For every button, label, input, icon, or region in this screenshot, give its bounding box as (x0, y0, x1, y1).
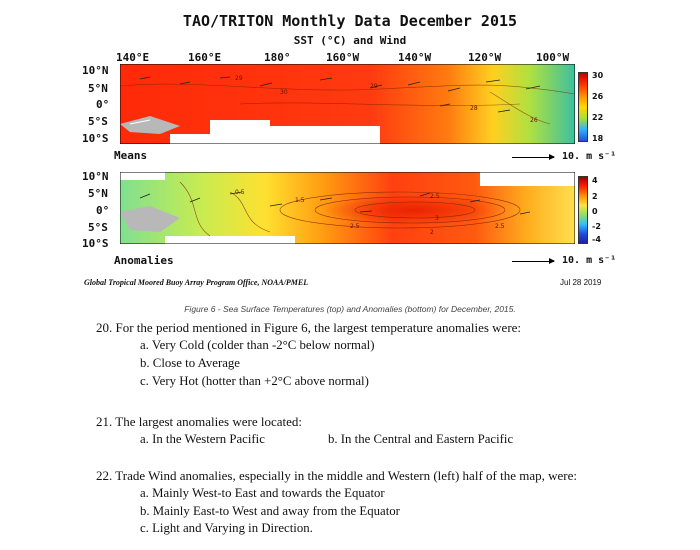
lat-label: 0° (96, 204, 110, 217)
figure-date: Jul 28 2019 (560, 278, 602, 287)
lon-label: 160°E (188, 51, 222, 64)
lon-label: 160°W (326, 51, 360, 64)
lon-label: 140°E (116, 51, 150, 64)
colorbar-tick: 18 (592, 134, 604, 143)
option-21b: b. In the Central and Eastern Pacific (328, 432, 514, 446)
sst-means-map: 29 30 29 28 26 (120, 64, 575, 144)
colorbar-tick: 22 (592, 113, 604, 122)
colorbar-tick: 30 (592, 71, 604, 80)
svg-text:0.5: 0.5 (235, 189, 245, 196)
svg-text:29: 29 (235, 75, 243, 82)
svg-text:3: 3 (435, 215, 439, 222)
colorbar-tick: 26 (592, 92, 604, 101)
colorbar-tick: 2 (592, 192, 598, 201)
question-20: 20. For the period mentioned in Figure 6… (96, 320, 522, 335)
lon-label: 120°W (468, 51, 502, 64)
lon-label: 100°W (536, 51, 570, 64)
means-label: Means (114, 149, 148, 162)
lat-label: 5°S (88, 115, 108, 128)
colorbar-tick: 4 (592, 176, 598, 185)
program-credit: Global Tropical Moored Buoy Array Progra… (84, 278, 309, 287)
option-21a: a. In the Western Pacific (140, 432, 265, 446)
option-22b: b. Mainly East-to West and away from the… (140, 504, 400, 518)
sst-colorbar (578, 72, 588, 142)
option-20b: b. Close to Average (140, 356, 240, 370)
lon-label: 180° (264, 51, 291, 64)
figure-subtitle: SST (°C) and Wind (293, 34, 407, 47)
lat-label: 10°N (82, 170, 109, 183)
svg-text:2.5: 2.5 (430, 193, 440, 200)
anomalies-label: Anomalies (114, 254, 174, 267)
option-22c: c. Light and Varying in Direction. (140, 521, 313, 535)
svg-text:28: 28 (470, 105, 478, 112)
option-20a: a. Very Cold (colder than -2°C below nor… (140, 338, 375, 352)
wind-scale-label: 10. m s⁻¹ (562, 255, 617, 266)
anomaly-colorbar (578, 176, 588, 244)
question-22: 22. Trade Wind anomalies, especially in … (96, 468, 577, 483)
lat-label: 10°N (82, 64, 109, 77)
colorbar-tick: -2 (592, 222, 601, 231)
question-21: 21. The largest anomalies were located: (96, 414, 303, 429)
svg-text:1.5: 1.5 (295, 197, 305, 204)
svg-text:2.5: 2.5 (350, 223, 360, 230)
sst-anomaly-map: 0.5 1.5 2.5 2.5 3 2 2.5 (120, 172, 575, 244)
lat-label: 10°S (82, 132, 109, 145)
lat-label: 10°S (82, 237, 109, 250)
figure-title: TAO/TRITON Monthly Data December 2015 (182, 12, 518, 30)
svg-text:2: 2 (430, 229, 434, 236)
svg-text:30: 30 (280, 89, 288, 96)
lat-label: 5°N (88, 82, 108, 95)
lat-label: 5°S (88, 221, 108, 234)
figure-caption: Figure 6 - Sea Surface Temperatures (top… (184, 304, 516, 314)
svg-text:29: 29 (370, 83, 378, 90)
svg-text:26: 26 (530, 117, 538, 124)
lat-label: 5°N (88, 187, 108, 200)
colorbar-tick: -4 (592, 235, 601, 244)
lat-label: 0° (96, 98, 110, 111)
wind-scale-arrow (512, 258, 555, 264)
option-22a: a. Mainly West-to East and towards the E… (140, 486, 385, 500)
colorbar-tick: 0 (592, 207, 598, 216)
wind-scale-label: 10. m s⁻¹ (562, 151, 617, 162)
lon-label: 140°W (398, 51, 432, 64)
svg-text:2.5: 2.5 (495, 223, 505, 230)
option-20c: c. Very Hot (hotter than +2°C above norm… (140, 374, 369, 388)
wind-scale-arrow (512, 154, 555, 160)
